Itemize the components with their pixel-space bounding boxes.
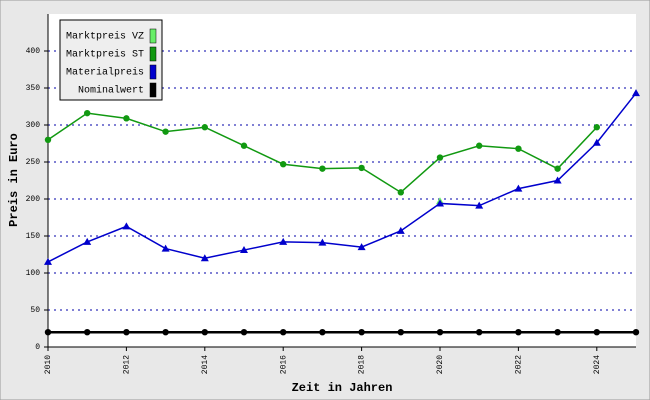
point — [632, 89, 640, 97]
y-tick-label: 250 — [26, 158, 41, 167]
point — [397, 189, 404, 196]
y-tick-label: 100 — [26, 269, 41, 278]
x-tick-label: 2012 — [123, 355, 132, 374]
point — [122, 222, 131, 230]
point — [436, 154, 444, 161]
point — [358, 164, 365, 172]
legend-box — [59, 19, 163, 101]
x-tick-label: 2022 — [515, 355, 524, 374]
point — [201, 124, 208, 131]
y-tick-label: 300 — [26, 121, 41, 130]
point — [84, 329, 91, 336]
point — [123, 329, 130, 336]
x-axis-title: Zeit in Jahren — [292, 381, 393, 395]
point — [554, 165, 561, 172]
point — [44, 329, 52, 336]
point — [515, 329, 522, 336]
point — [396, 226, 405, 234]
y-tick-label: 50 — [30, 306, 40, 315]
legend-swatch — [149, 82, 157, 98]
y-axis-title: Preis in Euro — [7, 133, 21, 227]
point — [436, 199, 444, 207]
point — [83, 237, 92, 245]
x-tick-label: 2016 — [279, 355, 288, 374]
point — [240, 329, 248, 336]
y-tick-label: 0 — [35, 343, 40, 352]
series-line — [47, 92, 637, 263]
point — [358, 329, 365, 336]
point — [44, 257, 52, 265]
point — [476, 142, 483, 149]
x-tick-label: 2020 — [436, 355, 445, 374]
point — [554, 329, 561, 336]
point — [279, 237, 288, 245]
point — [161, 244, 170, 252]
point — [44, 136, 52, 143]
x-tick-label: 2024 — [593, 355, 602, 374]
point — [357, 243, 366, 251]
point — [84, 109, 91, 117]
y-tick-label: 400 — [26, 47, 41, 56]
legend-swatch — [149, 64, 157, 80]
x-tick-label: 2018 — [358, 355, 367, 374]
legend-label: Marktpreis VZ — [66, 31, 144, 43]
point — [476, 329, 483, 336]
point — [436, 329, 444, 336]
point — [632, 329, 640, 336]
point — [200, 254, 209, 262]
y-tick-label: 150 — [26, 232, 41, 241]
point — [515, 145, 522, 152]
legend-label: Materialpreis — [66, 67, 144, 79]
point — [280, 161, 287, 168]
y-tick-label: 200 — [26, 195, 41, 204]
point — [514, 184, 523, 192]
point — [162, 128, 169, 135]
point — [397, 329, 404, 336]
point — [593, 124, 600, 131]
x-tick-label: 2010 — [44, 355, 53, 374]
point — [123, 115, 130, 122]
point — [318, 238, 327, 246]
point — [592, 138, 601, 146]
point — [162, 329, 169, 336]
legend-swatch — [149, 28, 157, 44]
y-tick-label: 350 — [26, 84, 41, 93]
legend-label: Nominalwert — [78, 85, 144, 97]
point — [240, 142, 248, 149]
point — [319, 329, 326, 336]
x-tick-label: 2014 — [201, 355, 210, 374]
point — [240, 246, 248, 254]
point — [319, 165, 326, 172]
legend-swatch — [149, 46, 157, 62]
point — [593, 329, 600, 336]
point — [475, 201, 484, 209]
point — [201, 329, 208, 336]
point — [553, 176, 562, 184]
legend-label: Marktpreis ST — [66, 49, 144, 61]
point — [280, 329, 287, 336]
